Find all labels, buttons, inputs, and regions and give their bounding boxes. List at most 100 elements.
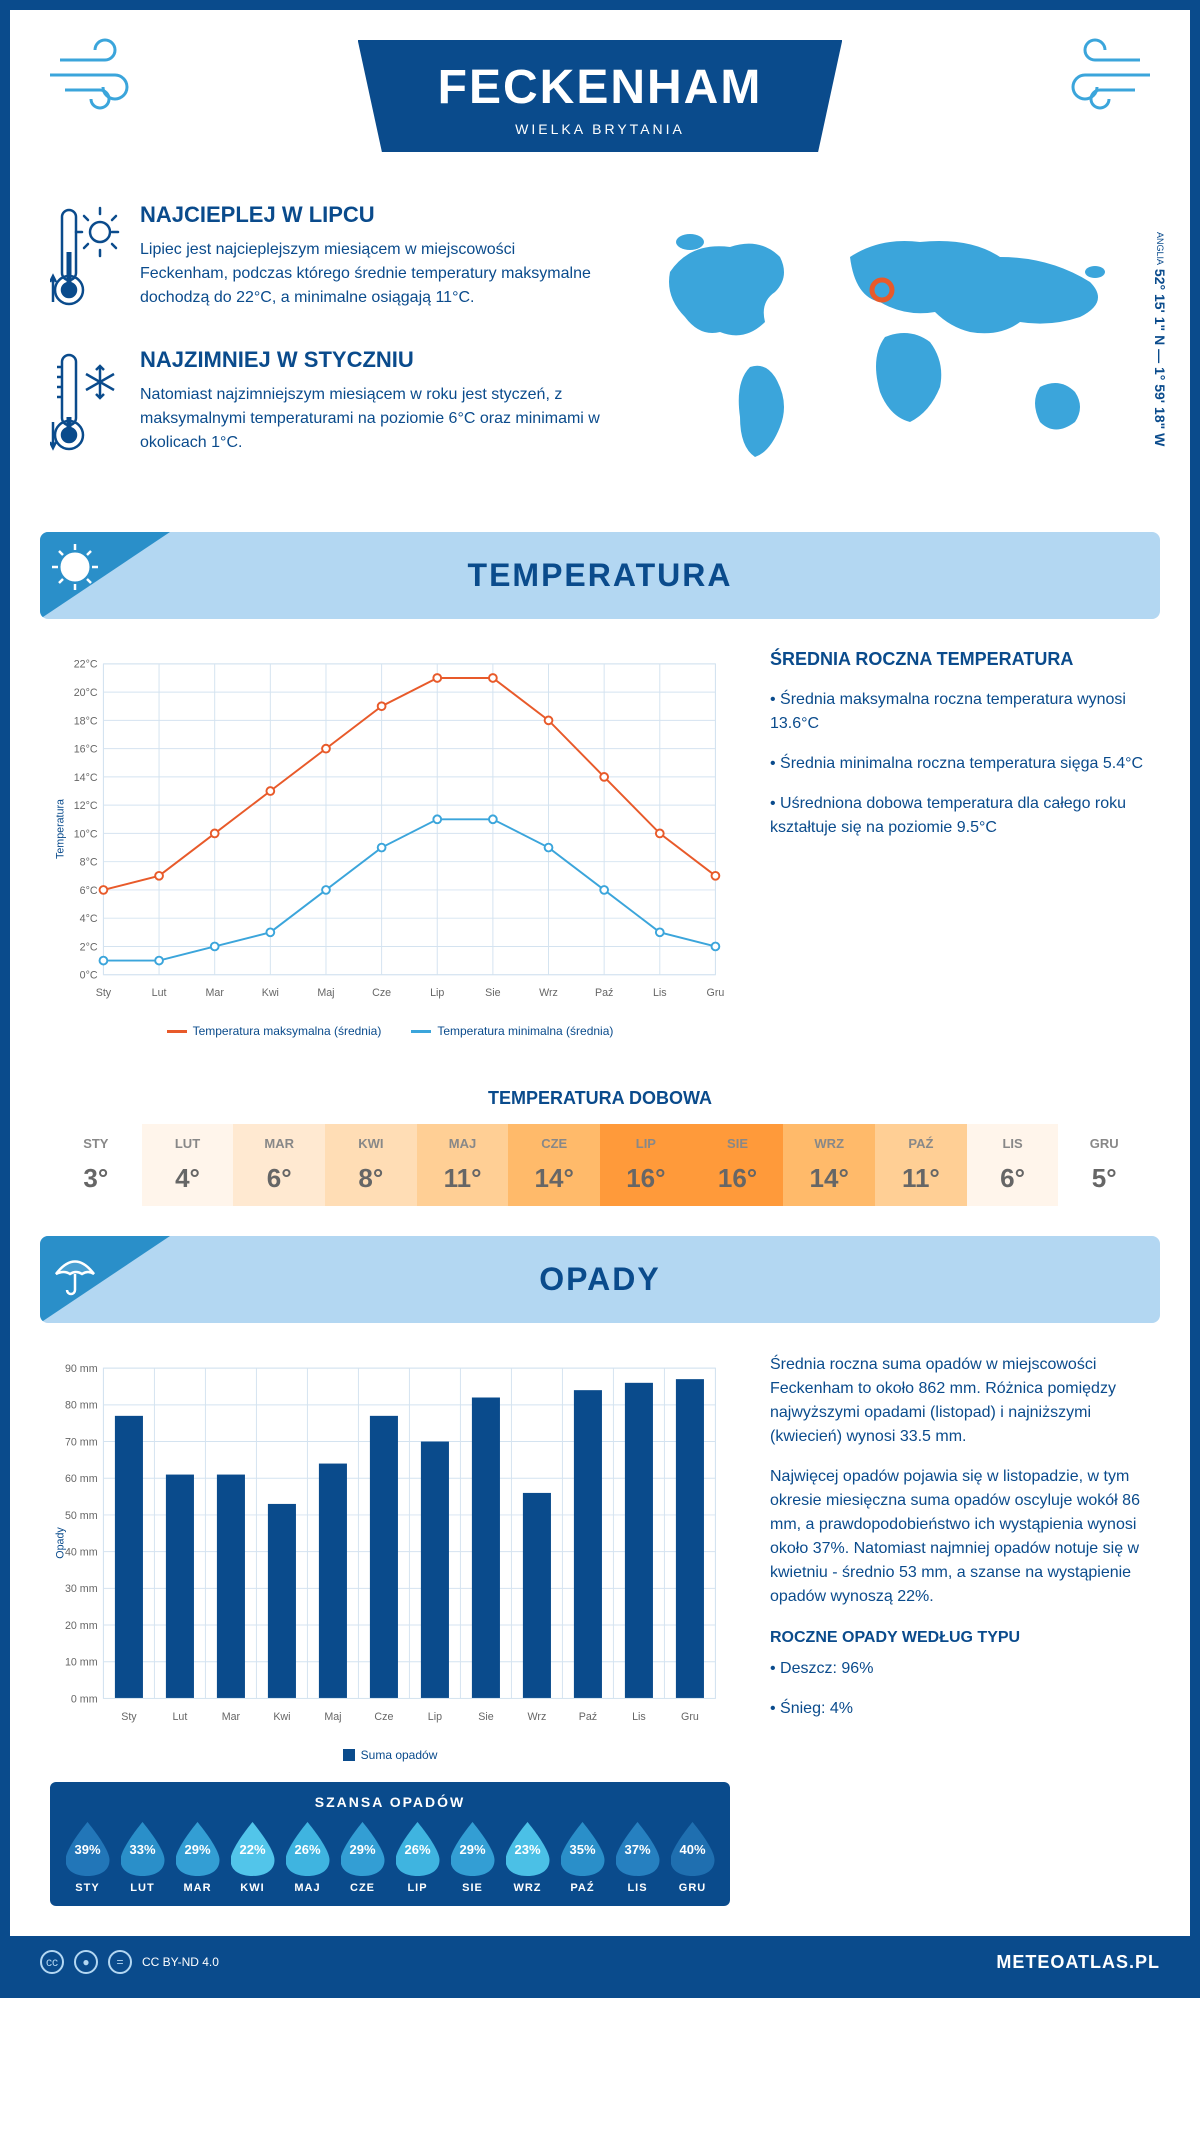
svg-text:Sie: Sie [478,1711,493,1723]
warmest-title: NAJCIEPLEJ W LIPCU [140,202,600,228]
cc-icon: cc [40,1950,64,1974]
svg-text:70 mm: 70 mm [65,1436,98,1448]
svg-text:Opady: Opady [55,1527,67,1559]
coordinates: ANGLIA 52° 15' 1" N — 1° 59' 18" W [1152,232,1168,446]
page-title: FECKENHAM [438,60,763,115]
chance-drop: 37%LIS [613,1822,663,1894]
svg-text:Cze: Cze [374,1711,393,1723]
page-subtitle: WIELKA BRYTANIA [438,121,763,137]
daily-temp-table: STY3°LUT4°MAR6°KWI8°MAJ11°CZE14°LIP16°SI… [50,1124,1150,1206]
daily-cell: KWI8° [325,1124,417,1206]
chance-drop: 29%CZE [338,1822,388,1894]
coldest-block: NAJZIMNIEJ W STYCZNIU Natomiast najzimni… [50,347,600,462]
svg-text:Kwi: Kwi [273,1711,290,1723]
svg-text:14°C: 14°C [74,772,98,784]
daily-cell: PAŹ11° [875,1124,967,1206]
svg-text:Wrz: Wrz [539,987,558,999]
svg-text:90 mm: 90 mm [65,1363,98,1375]
svg-text:10 mm: 10 mm [65,1657,98,1669]
daily-cell: GRU5° [1058,1124,1150,1206]
svg-text:Sie: Sie [485,987,500,999]
daily-cell: STY3° [50,1124,142,1206]
world-map-box: ANGLIA 52° 15' 1" N — 1° 59' 18" W [630,202,1150,492]
temp-bullet: • Średnia maksymalna roczna temperatura … [770,688,1150,736]
svg-text:Lis: Lis [632,1711,646,1723]
precip-legend: Suma opadów [50,1748,730,1762]
chance-drop: 29%MAR [173,1822,223,1894]
svg-text:Sty: Sty [96,987,112,999]
svg-text:Maj: Maj [324,1711,341,1723]
site-name: METEOATLAS.PL [996,1952,1160,1973]
wind-icon [40,35,150,127]
svg-text:0 mm: 0 mm [71,1693,98,1705]
svg-text:20 mm: 20 mm [65,1620,98,1632]
svg-text:4°C: 4°C [80,913,98,925]
daily-cell: LIS6° [967,1124,1059,1206]
svg-text:Lis: Lis [653,987,667,999]
svg-text:22°C: 22°C [74,659,98,671]
daily-temp-title: TEMPERATURA DOBOWA [10,1088,1190,1109]
svg-text:Cze: Cze [372,987,391,999]
chance-drop: 40%GRU [668,1822,718,1894]
wind-icon [1050,35,1160,127]
temperature-chart: 0°C2°C4°C6°C8°C10°C12°C14°C16°C18°C20°C2… [50,649,730,1038]
svg-text:Maj: Maj [317,987,334,999]
precipitation-chance-box: SZANSA OPADÓW 39%STY33%LUT29%MAR22%KWI26… [50,1782,730,1906]
thermometer-hot-icon [50,202,120,317]
daily-cell: LIP16° [600,1124,692,1206]
svg-text:18°C: 18°C [74,715,98,727]
daily-cell: CZE14° [508,1124,600,1206]
license: cc ● = CC BY-ND 4.0 [40,1950,219,1974]
svg-text:50 mm: 50 mm [65,1510,98,1522]
svg-text:6°C: 6°C [80,885,98,897]
svg-text:Mar: Mar [206,987,225,999]
svg-text:12°C: 12°C [74,800,98,812]
daily-cell: SIE16° [692,1124,784,1206]
precipitation-chart: 0 mm10 mm20 mm30 mm40 mm50 mm60 mm70 mm8… [50,1353,730,1762]
page-footer: cc ● = CC BY-ND 4.0 METEOATLAS.PL [10,1936,1190,1988]
intro-section: NAJCIEPLEJ W LIPCU Lipiec jest najcieple… [10,172,1190,522]
chance-drop: 39%STY [63,1822,113,1894]
page-header: FECKENHAM WIELKA BRYTANIA [10,10,1190,172]
temp-bullet: • Średnia minimalna roczna temperatura s… [770,752,1150,776]
warmest-text: Lipiec jest najcieplejszym miesiącem w m… [140,238,600,310]
svg-text:2°C: 2°C [80,941,98,953]
svg-text:Kwi: Kwi [262,987,279,999]
chance-drop: 26%MAJ [283,1822,333,1894]
chance-drop: 26%LIP [393,1822,443,1894]
svg-text:Wrz: Wrz [528,1711,547,1723]
world-map-icon [630,202,1150,482]
coldest-text: Natomiast najzimniejszym miesiącem w rok… [140,383,600,455]
svg-text:60 mm: 60 mm [65,1473,98,1485]
svg-text:Paź: Paź [595,987,613,999]
chance-drop: 29%SIE [448,1822,498,1894]
chance-drop: 35%PAŹ [558,1822,608,1894]
thermometer-cold-icon [50,347,120,462]
precipitation-info: Średnia roczna suma opadów w miejscowośc… [770,1353,1150,1906]
svg-text:Sty: Sty [121,1711,137,1723]
svg-text:Lut: Lut [173,1711,188,1723]
svg-text:40 mm: 40 mm [65,1547,98,1559]
temp-legend: Temperatura maksymalna (średnia) Tempera… [50,1024,730,1038]
svg-text:8°C: 8°C [80,857,98,869]
precipitation-section-header: OPADY [40,1236,1160,1323]
temp-bullet: • Uśredniona dobowa temperatura dla całe… [770,792,1150,840]
daily-cell: WRZ14° [783,1124,875,1206]
svg-text:Paź: Paź [579,1711,597,1723]
svg-text:Mar: Mar [222,1711,241,1723]
svg-text:Lut: Lut [152,987,167,999]
warmest-block: NAJCIEPLEJ W LIPCU Lipiec jest najcieple… [50,202,600,317]
temperature-info: ŚREDNIA ROCZNA TEMPERATURA • Średnia mak… [770,649,1150,1038]
svg-text:16°C: 16°C [74,744,98,756]
svg-text:Lip: Lip [428,1711,442,1723]
svg-text:0°C: 0°C [80,970,98,982]
daily-cell: MAJ11° [417,1124,509,1206]
title-banner: FECKENHAM WIELKA BRYTANIA [358,40,843,152]
nd-icon: = [108,1950,132,1974]
svg-text:Gru: Gru [681,1711,699,1723]
chance-drop: 22%KWI [228,1822,278,1894]
chance-drop: 23%WRZ [503,1822,553,1894]
daily-cell: LUT4° [142,1124,234,1206]
svg-text:20°C: 20°C [74,687,98,699]
svg-text:Temperatura: Temperatura [55,799,67,859]
